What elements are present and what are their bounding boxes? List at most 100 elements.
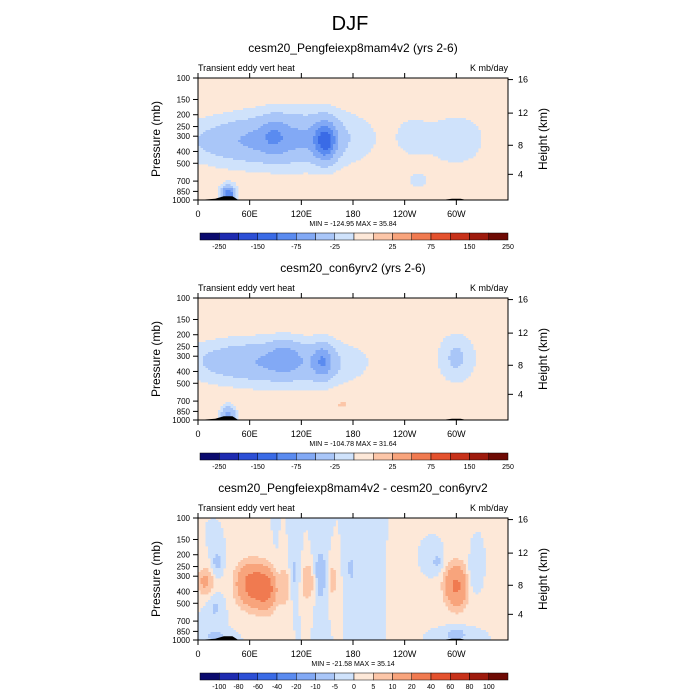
field-cell [303,368,306,371]
field-cell [245,336,249,339]
field-cell [475,142,479,145]
field-cell [333,372,336,375]
field-cell [400,128,404,131]
field-cell [338,348,341,351]
field-cell [458,152,461,155]
field-cell [203,144,206,147]
field-cell [250,166,254,169]
field-cell [270,110,274,113]
field-cell [313,150,316,153]
field-cell [263,116,266,119]
field-cell [208,164,211,167]
field-cell [320,160,324,163]
field-cell [328,150,331,153]
field-cell [238,378,241,381]
field-cell [295,116,299,119]
field-cell [320,340,324,343]
field-cell [323,350,326,353]
field-cell [268,156,271,159]
field-cell [325,104,329,107]
field-cell [208,154,211,157]
field-cell [240,162,244,165]
field-cell [220,352,224,355]
field-cell [333,364,336,367]
field-cell [250,112,254,115]
field-cell [208,136,211,139]
field-cell [273,162,276,165]
field-cell [318,370,321,373]
field-cell [208,372,211,375]
field-cell [345,134,349,137]
field-cell [328,168,331,171]
field-cell [223,374,226,377]
field-cell [355,138,359,141]
field-cell [310,136,314,139]
field-cell [350,126,354,129]
field-cell [228,362,231,365]
field-cell [408,146,411,149]
field-cell [328,360,331,363]
field-cell [213,362,216,365]
field-cell [420,184,424,187]
field-cell [275,170,279,173]
field-cell [415,140,419,143]
field-cell [308,172,311,175]
field-cell [278,344,281,347]
field-cell [208,158,211,161]
field-cell [280,142,284,145]
field-cell [340,114,344,117]
field-cell [458,342,461,345]
field-cell [353,142,356,145]
field-cell [233,380,236,383]
field-cell [290,134,294,137]
field-cell [413,148,416,151]
field-cell [233,144,236,147]
field-cell [468,368,471,371]
field-cell [245,126,249,129]
field-cell [460,368,464,371]
field-cell [463,126,466,129]
field-cell [220,414,224,417]
field-cell [203,142,206,145]
field-cell [288,362,291,365]
field-cell [303,126,306,129]
field-cell [328,122,331,125]
field-cell [400,138,404,141]
field-cell [220,378,224,381]
field-cell [300,164,304,167]
field-cell [248,156,251,159]
field-cell [408,148,411,151]
field-cell [273,356,276,359]
field-cell [455,136,459,139]
field-cell [298,350,301,353]
field-cell [215,138,219,141]
field-cell [310,116,314,119]
field-cell [253,146,256,149]
field-cell [315,348,319,351]
field-cell [255,346,259,349]
field-cell [410,180,414,183]
field-cell [265,140,269,143]
field-cell [215,152,219,155]
field-cell [353,144,356,147]
field-cell [240,382,244,385]
field-cell [223,128,226,131]
field-cell [470,146,474,149]
field-cell [343,158,346,161]
field-cell [230,112,234,115]
field-cell [230,182,234,185]
field-cell [220,184,224,187]
field-cell [235,348,239,351]
field-cell [315,338,319,341]
field-cell [470,150,474,153]
field-cell [235,150,239,153]
field-cell [288,332,291,335]
field-cell [293,378,296,381]
colorbar-box [276,452,297,461]
field-cell [343,404,346,407]
field-cell [455,366,459,369]
field-cell [333,160,336,163]
field-cell [235,338,239,341]
field-cell [415,180,419,183]
field-cell [465,154,469,157]
